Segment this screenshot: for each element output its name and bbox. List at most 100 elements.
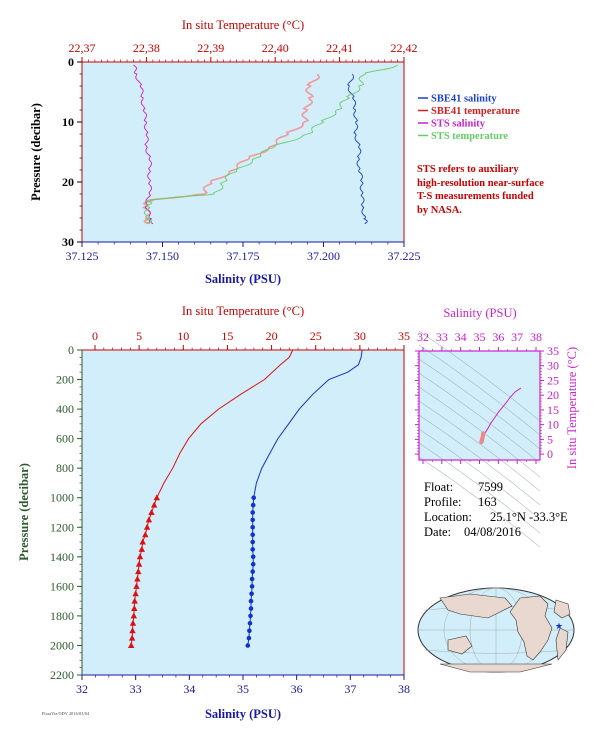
- annotation-line-2: high-resolution near-surface: [417, 177, 544, 189]
- location-value: 25.1°N -33.3°E: [490, 510, 568, 524]
- world-map: ★: [417, 587, 575, 673]
- lower-salinity-marker: [250, 532, 255, 537]
- lower-y-tick-label: 2000: [50, 638, 74, 652]
- lower-salinity-marker: [247, 621, 253, 626]
- ts-right-tick-label: 25: [547, 373, 559, 387]
- upper-series-sbe41-temperature: [142, 73, 321, 225]
- map-australia: [447, 635, 473, 655]
- lower-salinity-marker: [250, 539, 255, 545]
- upper-top-tick-label: 22,40: [262, 41, 289, 55]
- annotation-line-1: STS refers to auxiliary: [417, 164, 519, 175]
- upper-bottom-tick-label: 37.200: [307, 249, 340, 263]
- lower-salinity-marker: [250, 510, 255, 515]
- lower-salinity-marker: [250, 517, 255, 523]
- lower-top-tick-label: 15: [221, 329, 233, 343]
- map-south-america: [555, 627, 569, 661]
- ts-density-contour: [418, 344, 541, 436]
- lower-y-tick-label: 0: [68, 343, 74, 357]
- float-location-marker-icon: ★: [555, 621, 563, 631]
- lower-y-tick-label: 1600: [50, 579, 74, 593]
- ts-density-contour: [418, 414, 541, 506]
- ts-top-tick-label: 33: [436, 330, 448, 344]
- upper-bottom-tick-label: 37.175: [227, 249, 260, 263]
- legend-label: SBE41 salinity: [431, 94, 497, 105]
- ts-top-tick-label: 36: [492, 330, 504, 344]
- lower-temperature-marker: [136, 553, 144, 560]
- float-info: Float: 7599 Profile: 163 Location: 25.1°N -…: [424, 480, 568, 540]
- lower-salinity-marker: [248, 606, 254, 611]
- upper-y-axis-label: Pressure (decibar): [29, 103, 43, 201]
- lower-top-tick-label: 30: [354, 329, 366, 343]
- legend-label: STS salinity: [431, 119, 486, 130]
- lower-bottom-tick-label: 38: [398, 682, 410, 696]
- lower-temperature-marker: [134, 575, 141, 582]
- ts-density-contour: [418, 456, 541, 548]
- lower-salinity-marker: [250, 525, 255, 530]
- annotation-line-4: by NASA.: [417, 204, 462, 216]
- ts-density-contour: [418, 386, 541, 478]
- lower-salinity-marker: [250, 554, 256, 560]
- lower-bottom-tick-label: 36: [291, 682, 303, 696]
- lower-salinity-marker: [248, 613, 253, 619]
- lower-salinity-marker: [250, 569, 255, 574]
- date-label: Date:: [424, 525, 452, 539]
- lower-bottom-axis-label: Salinity (PSU): [205, 707, 281, 721]
- lower-bottom-tick-label: 32: [76, 682, 88, 696]
- ts-top-tick-label: 35: [474, 330, 486, 344]
- upper-y-tick-label: 20: [62, 175, 74, 189]
- lower-temperature-marker: [131, 597, 138, 604]
- ts-right-axis-label: In situ Temperature (°C): [565, 347, 579, 469]
- lower-bottom-tick-label: 35: [237, 682, 249, 696]
- ts-top-tick-label: 32: [417, 330, 429, 344]
- upper-top-tick-label: 22,37: [69, 41, 96, 55]
- date-row: Date: 04/08/2016: [424, 525, 568, 540]
- upper-bottom-tick-label: 37.150: [146, 249, 179, 263]
- lower-y-tick-label: 1400: [50, 550, 74, 564]
- lower-temperature-marker: [151, 501, 158, 508]
- upper-top-tick-label: 22,42: [391, 41, 418, 55]
- lower-temperature-marker: [143, 523, 151, 530]
- ts-density-contour: [418, 358, 541, 450]
- legend-label: SBE41 temperature: [431, 106, 520, 117]
- upper-series-sbe41-salinity: [347, 73, 368, 225]
- upper-top-axis-label: In situ Temperature (°C): [182, 18, 304, 32]
- upper-y-tick-label: 10: [62, 115, 74, 129]
- ts-right-tick-label: 30: [547, 359, 559, 373]
- ts-right-tick-label: 0: [547, 447, 553, 461]
- lower-temperature-marker: [138, 545, 145, 552]
- profile-label: Profile:: [424, 495, 462, 509]
- ts-right-tick-label: 10: [547, 418, 559, 432]
- lower-top-tick-label: 25: [310, 329, 322, 343]
- lower-top-tick-label: 0: [92, 329, 98, 343]
- lower-salinity-marker: [246, 635, 252, 641]
- date-value: 04/08/2016: [464, 525, 521, 539]
- lower-y-tick-label: 600: [56, 432, 74, 446]
- upper-series-sts-temperature: [143, 64, 398, 225]
- float-value: 7599: [478, 480, 503, 494]
- lower-y-tick-label: 800: [56, 461, 74, 475]
- lower-bottom-tick-label: 33: [130, 682, 142, 696]
- lower-temperature-marker: [128, 634, 136, 641]
- location-row: Location: 25.1°N -33.3°E: [424, 510, 568, 525]
- profile-value: 163: [478, 495, 497, 509]
- lower-salinity-marker: [250, 561, 256, 567]
- lower-salinity-marker: [249, 591, 254, 597]
- lower-y-tick-label: 1000: [50, 491, 74, 505]
- ts-density-contour: [418, 442, 541, 534]
- lower-temperature-marker: [133, 582, 140, 589]
- float-row: Float: 7599: [424, 480, 568, 495]
- lower-temperature-marker: [129, 627, 136, 634]
- lower-temperature-marker: [130, 612, 137, 619]
- annotation-line-3: T-S measurements funded: [417, 191, 534, 202]
- lower-salinity-marker: [250, 502, 256, 508]
- lower-y-tick-label: 400: [56, 402, 74, 416]
- lower-y-tick-label: 1800: [50, 609, 74, 623]
- lower-temperature-marker: [135, 568, 142, 575]
- map-north-america: [553, 599, 571, 619]
- lower-profile-chart: 0 5 10 15 20 25 30 35 32 33 34 35 36 37 38 0 200 400 600 80…: [17, 304, 410, 721]
- sts-annotation: STS refers to auxiliary high-resolution …: [417, 163, 597, 217]
- upper-bottom-tick-label: 37.125: [66, 249, 99, 263]
- lower-temperature-marker: [135, 560, 143, 567]
